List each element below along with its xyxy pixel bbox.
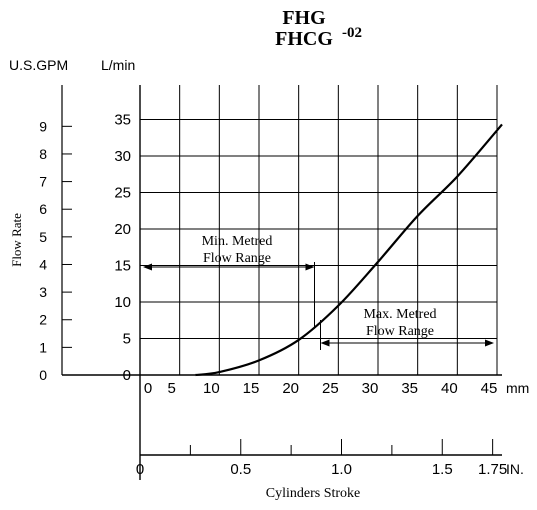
mm-tick-label: 10: [203, 380, 220, 397]
lmin-tick-label: 35: [114, 112, 131, 129]
chart-title-suffix: -02: [342, 25, 362, 41]
mm-tick-label: 15: [243, 380, 260, 397]
inch-tick-label: 1.5: [432, 461, 453, 478]
mm-tick-label: 20: [282, 380, 299, 397]
gpm-tick-label: 4: [39, 256, 47, 272]
gpm-tick-label: 3: [39, 284, 47, 300]
gpm-tick-label: 8: [39, 146, 47, 162]
inch-tick-label: 0: [136, 461, 144, 478]
gpm-tick-label: 9: [39, 118, 47, 134]
x-axis-label: Cylinders Stroke: [266, 486, 361, 501]
mm-tick-label: 35: [401, 380, 418, 397]
mm-tick-label: 30: [362, 380, 379, 397]
chart-series: [195, 123, 503, 377]
inch-tick-label: 1.75: [478, 461, 507, 478]
max-range-label-1: Max. Metred: [363, 307, 436, 322]
inch-tick-label: 0.5: [230, 461, 251, 478]
gpm-tick-label: 6: [39, 201, 47, 217]
gpm-tick-label: 5: [39, 229, 47, 245]
lmin-tick-label: 0: [123, 367, 131, 384]
mm-tick-label: 0: [144, 380, 152, 397]
chart-title-line2: FHCG: [275, 28, 333, 50]
range-annotations: [143, 262, 494, 350]
lmin-tick-label: 15: [114, 258, 131, 275]
lmin-tick-label: 20: [114, 221, 131, 238]
flow-rate-curve: [195, 123, 503, 377]
x-unit-in: IN.: [506, 461, 524, 477]
gpm-tick-label: 7: [39, 174, 47, 190]
gpm-tick-label: 0: [39, 367, 47, 383]
y-unit-gpm: U.S.GPM: [9, 57, 68, 73]
lmin-tick-label: 5: [123, 331, 131, 348]
x-unit-mm: mm: [506, 380, 529, 396]
min-range-label-2: Flow Range: [203, 251, 271, 266]
max-range-arrowhead-left: [320, 339, 330, 347]
gpm-tick-label: 2: [39, 312, 47, 328]
min-range-arrowhead-right: [305, 263, 315, 271]
chart-axes: [61, 85, 502, 480]
chart-grid: [140, 85, 498, 375]
mm-tick-label: 25: [322, 380, 339, 397]
max-range-label-2: Flow Range: [366, 324, 434, 339]
y-axis-label: Flow Rate: [9, 213, 24, 267]
lmin-tick-label: 30: [114, 148, 131, 165]
min-range-label-1: Min. Metred: [202, 234, 273, 249]
gpm-tick-label: 1: [39, 339, 47, 355]
inch-tick-label: 1.0: [331, 461, 352, 478]
chart-title-line1: FHG: [282, 7, 326, 29]
mm-tick-label: 5: [167, 380, 175, 397]
lmin-tick-label: 10: [114, 294, 131, 311]
lmin-tick-label: 25: [114, 185, 131, 202]
y-unit-lmin: L/min: [101, 57, 135, 73]
mm-tick-label: 45: [481, 380, 498, 397]
min-range-arrowhead-left: [143, 263, 152, 271]
mm-tick-label: 40: [441, 380, 458, 397]
max-range-arrowhead-right: [485, 339, 494, 347]
